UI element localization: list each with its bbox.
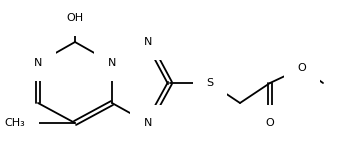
Text: N: N <box>144 118 152 128</box>
Text: S: S <box>206 78 214 88</box>
Text: CH₃: CH₃ <box>5 118 25 128</box>
Text: N: N <box>108 58 116 68</box>
Text: OH: OH <box>67 13 83 23</box>
Text: N: N <box>144 37 152 47</box>
Text: O: O <box>266 118 274 128</box>
Text: N: N <box>34 58 42 68</box>
Text: O: O <box>298 63 306 73</box>
